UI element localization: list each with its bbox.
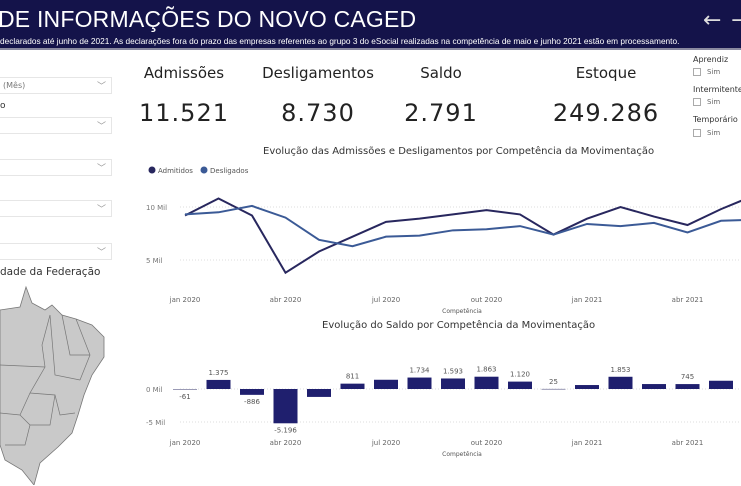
x-axis-title: Competência xyxy=(442,308,482,315)
checkbox[interactable] xyxy=(693,98,701,106)
x-tick-label: out 2020 xyxy=(471,296,503,304)
kpi-value-admissoes: 11.521 xyxy=(139,99,229,127)
bar xyxy=(307,389,331,397)
data-label: 1.734 xyxy=(409,367,430,375)
chevron-down-icon: ﹀ xyxy=(96,122,106,132)
bar xyxy=(642,384,666,389)
bar xyxy=(508,381,532,389)
map-title: dade da Federação xyxy=(0,266,101,278)
chevron-down-icon: ﹀ xyxy=(96,205,106,215)
line-chart-title: Evolução das Admissões e Desligamentos p… xyxy=(263,146,655,157)
series-line-desligados xyxy=(184,204,741,248)
option-label: Sim xyxy=(707,129,721,137)
dropdown-label: o xyxy=(0,101,6,111)
x-tick-label: jul 2020 xyxy=(371,296,400,304)
map-shape xyxy=(0,285,105,485)
dropdown-value: (Mês) xyxy=(3,81,26,90)
x-tick-label: jul 2020 xyxy=(371,439,400,447)
checkbox[interactable] xyxy=(693,68,701,76)
data-label: 745 xyxy=(681,373,694,381)
x-tick-label: abr 2021 xyxy=(672,439,704,447)
slicer-option-temporario[interactable]: Sim xyxy=(693,129,720,137)
period-dropdown[interactable]: (Mês) ﹀ xyxy=(0,77,112,94)
bar-chart-title: Evolução do Saldo por Competência da Mov… xyxy=(322,320,596,331)
x-tick-label: abr 2021 xyxy=(672,296,704,304)
bar xyxy=(709,380,733,389)
data-label: 1.593 xyxy=(443,367,463,375)
data-label: -61 xyxy=(179,393,190,401)
y-tick-label: 0 Mil xyxy=(146,386,163,394)
checkbox[interactable] xyxy=(693,129,701,137)
data-label: 1.375 xyxy=(208,369,228,377)
x-tick-label: jan 2020 xyxy=(169,296,201,304)
kpi-label-estoque: Estoque xyxy=(575,64,637,82)
slicer-option-intermitente[interactable]: Sim xyxy=(693,98,720,106)
page-subtitle: declarados até junho de 2021. As declara… xyxy=(0,36,680,46)
x-axis-title: Competência xyxy=(442,451,482,458)
arrow-left-icon[interactable]: ← xyxy=(703,8,722,33)
legend-marker xyxy=(148,166,156,174)
bar xyxy=(340,383,365,389)
chevron-down-icon: ﹀ xyxy=(96,248,106,258)
kpi-label-admissoes: Admissões xyxy=(143,64,225,82)
x-tick-label: jan 2020 xyxy=(169,439,201,447)
legend-label: Desligados xyxy=(210,167,249,175)
bar xyxy=(173,389,197,390)
page-title: DE INFORMAÇÕES DO NOVO CAGED xyxy=(0,6,417,32)
kpi-label-desligamentos: Desligamentos xyxy=(262,64,374,82)
line-chart: 5 Mil 10 Mil Admitidos Desligados jan 2020 ab… xyxy=(146,166,741,315)
bar xyxy=(441,378,465,389)
series-line-admitidos xyxy=(184,197,741,275)
data-label: 811 xyxy=(346,373,359,381)
slicer-title-intermitente: Intermitente xyxy=(693,85,741,94)
slicer-title-temporario: Temporário xyxy=(693,115,738,124)
data-label: -886 xyxy=(244,398,260,406)
y-tick-label: 10 Mil xyxy=(146,204,167,212)
kpi-label-saldo: Saldo xyxy=(420,64,462,82)
x-tick-label: abr 2020 xyxy=(270,296,302,304)
y-tick-label: -5 Mil xyxy=(146,419,165,427)
filter-dropdown-2[interactable]: ﹀ xyxy=(0,117,112,134)
bar xyxy=(608,376,633,389)
data-label: 1.120 xyxy=(510,371,530,379)
data-label: 1.863 xyxy=(476,366,496,374)
arrow-right-icon[interactable]: → xyxy=(731,8,741,33)
option-label: Sim xyxy=(707,98,721,106)
bar xyxy=(474,376,499,389)
data-label: 1.853 xyxy=(610,366,630,374)
chevron-down-icon: ﹀ xyxy=(96,164,106,174)
header-bar: DE INFORMAÇÕES DO NOVO CAGED declarados … xyxy=(0,0,741,50)
filter-dropdown-5[interactable]: ﹀ xyxy=(0,243,112,260)
bar xyxy=(240,389,264,395)
y-tick-label: 5 Mil xyxy=(146,257,163,265)
slicer-option-aprendiz[interactable]: Sim xyxy=(693,68,720,76)
legend-label: Admitidos xyxy=(158,167,193,175)
kpi-value-estoque: 249.286 xyxy=(552,99,660,127)
x-tick-label: abr 2020 xyxy=(270,439,302,447)
bar xyxy=(675,384,700,389)
slicer-title-aprendiz: Aprendiz xyxy=(693,55,729,64)
bar xyxy=(407,377,432,389)
brazil-map[interactable] xyxy=(0,285,110,485)
bar xyxy=(273,389,298,424)
bar xyxy=(575,385,599,389)
x-tick-label: jan 2021 xyxy=(571,296,603,304)
legend-marker xyxy=(200,166,208,174)
chevron-down-icon: ﹀ xyxy=(96,82,106,92)
filter-dropdown-4[interactable]: ﹀ xyxy=(0,200,112,217)
option-label: Sim xyxy=(707,68,721,76)
x-tick-label: out 2020 xyxy=(471,439,503,447)
data-label: -5.196 xyxy=(274,426,297,434)
bar xyxy=(374,379,398,389)
bar xyxy=(206,379,231,389)
filter-dropdown-3[interactable]: ﹀ xyxy=(0,159,112,176)
bar-chart: 0 Mil -5 Mil -61 1.375 -886 -5.196 811 1.734 1.5… xyxy=(146,366,741,458)
data-label: 25 xyxy=(549,378,558,386)
kpi-value-saldo: 2.791 xyxy=(404,99,478,127)
bar xyxy=(541,388,566,390)
x-tick-label: jan 2021 xyxy=(571,439,603,447)
kpi-value-desligamentos: 8.730 xyxy=(281,99,355,127)
